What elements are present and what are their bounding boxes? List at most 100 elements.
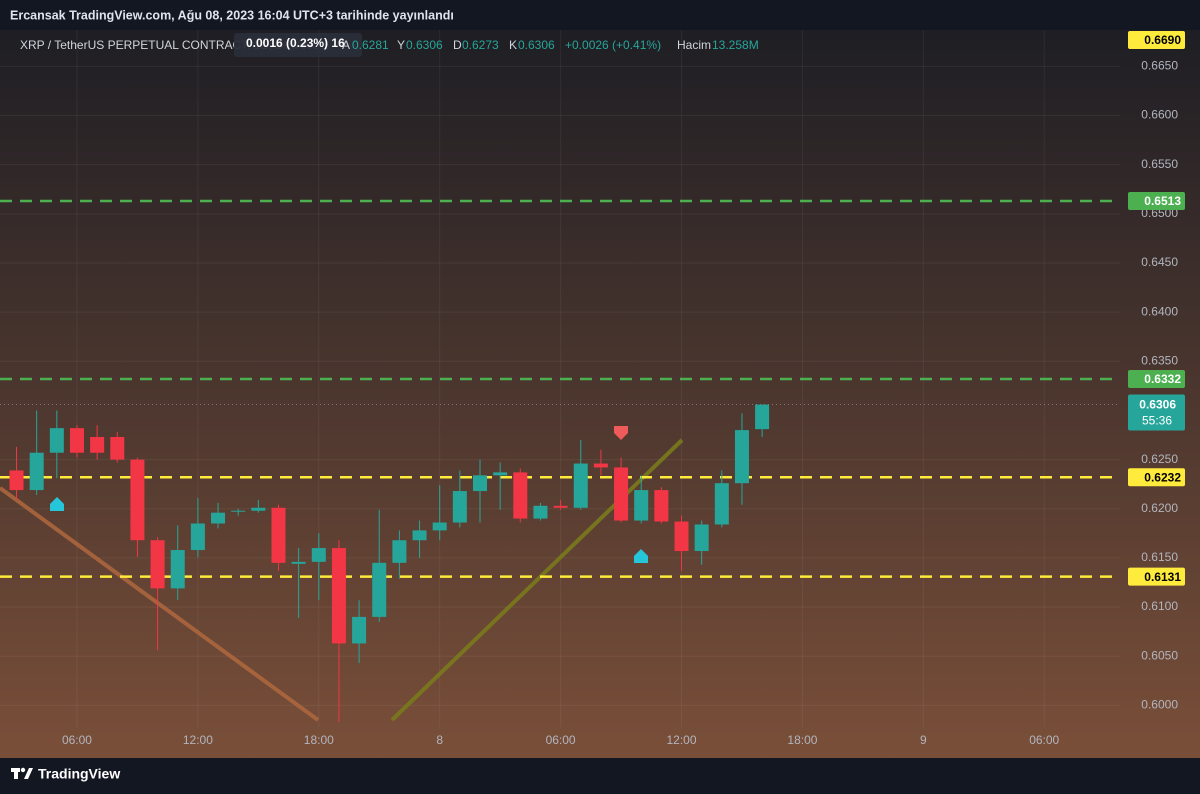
legend-low-label: D	[453, 38, 462, 52]
price-badge-label: 0.6332	[1144, 372, 1181, 386]
candle-body	[331, 548, 346, 644]
candle-body	[392, 540, 407, 563]
y-tick-label: 0.6000	[1141, 698, 1178, 712]
candle-body	[513, 472, 528, 519]
y-tick-label: 0.6600	[1141, 108, 1178, 122]
y-tick-label: 0.6100	[1141, 599, 1178, 613]
candle-body	[372, 562, 387, 617]
tooltip: 0.0016 (0.23%) 16	[246, 36, 345, 50]
y-tick-label: 0.6250	[1141, 452, 1178, 466]
candle-body	[714, 483, 729, 525]
candle-body	[90, 436, 105, 453]
candle-body	[654, 490, 669, 522]
candle-body	[593, 463, 608, 468]
candle-body	[553, 505, 568, 508]
candle-body	[614, 467, 629, 521]
header-title: Ercansak TradingView.com, Ağu 08, 2023 1…	[10, 8, 454, 22]
footer-logo: TradingView	[38, 766, 120, 782]
candle-body	[311, 548, 326, 562]
x-tick-label: 8	[436, 733, 443, 747]
plot-background	[0, 30, 1200, 758]
tooltip-box	[234, 33, 362, 57]
x-tick-label: 06:00	[1029, 733, 1059, 747]
y-tick-label: 0.6150	[1141, 550, 1178, 564]
signal-marker	[614, 426, 628, 440]
countdown: 55:36	[1142, 414, 1172, 428]
legend-high: 0.6306	[406, 38, 443, 52]
legend-volume: 13.258M	[712, 38, 759, 52]
candle-body	[674, 521, 689, 552]
x-tick-label: 9	[920, 733, 927, 747]
price-badge-label: 0.6131	[1144, 570, 1181, 584]
y-tick-label: 0.6550	[1141, 157, 1178, 171]
y-tick-label: 0.6450	[1141, 255, 1178, 269]
footer-bar	[0, 758, 1200, 794]
candle-body	[49, 428, 64, 453]
price-levels	[0, 199, 1120, 578]
x-tick-label: 06:00	[62, 733, 92, 747]
x-tick-label: 12:00	[183, 733, 213, 747]
price-badge	[1128, 394, 1185, 431]
price-badge-label: 0.6232	[1144, 470, 1181, 484]
candle-body	[271, 507, 286, 563]
candle-body	[150, 540, 165, 589]
candle-body	[69, 428, 84, 453]
candle-body	[190, 523, 205, 551]
legend-close: 0.6306	[518, 38, 555, 52]
y-tick-label: 0.6650	[1141, 59, 1178, 73]
signal-marker	[634, 549, 648, 563]
x-tick-label: 06:00	[546, 733, 576, 747]
candle-body	[734, 430, 749, 484]
candle-body	[533, 505, 548, 519]
legend-open: 0.6281	[352, 38, 389, 52]
candle-body	[452, 491, 467, 523]
x-tick-label: 12:00	[666, 733, 696, 747]
x-tick-label: 18:00	[787, 733, 817, 747]
legend-high-label: Y	[397, 38, 405, 52]
price-badge	[1128, 192, 1185, 211]
price-badge	[1128, 567, 1185, 586]
candle-body	[352, 616, 367, 644]
legend-open-label: A	[342, 38, 350, 52]
trend-line	[0, 486, 320, 722]
logo-icon	[11, 767, 33, 779]
candle-body	[110, 436, 125, 460]
price-badge-label: 0.6513	[1144, 194, 1181, 208]
candle-body	[634, 490, 649, 521]
legend-low: 0.6273	[462, 38, 499, 52]
legend-volume-label: Hacim	[677, 38, 711, 52]
axes: 0.6000 0.6050 0.6100 0.6150 0.6200 0.6250 0.63…	[62, 31, 1185, 747]
candle-body	[29, 452, 44, 491]
y-tick-label: 0.6050	[1141, 648, 1178, 662]
candle-body	[9, 470, 24, 491]
candle-body	[473, 475, 487, 492]
x-tick-label: 18:00	[304, 733, 334, 747]
header-bar	[0, 0, 1200, 30]
candle-body	[211, 512, 226, 524]
candle-body	[432, 522, 447, 531]
price-badge	[1128, 468, 1185, 487]
signal-marker	[50, 497, 64, 511]
price-badge	[1128, 369, 1185, 388]
price-badge	[1128, 31, 1185, 49]
candle-body	[573, 463, 588, 508]
candle-body	[412, 530, 427, 541]
candle-body	[694, 524, 709, 552]
candle-body	[755, 404, 770, 430]
candle-body	[493, 472, 508, 476]
price-badge-label: 0.6690	[1144, 33, 1181, 47]
legend-close-label: K	[509, 38, 517, 52]
trend-line	[390, 438, 684, 722]
last-price: 0.6306	[1139, 398, 1176, 412]
y-tick-label: 0.6350	[1141, 353, 1178, 367]
candles	[9, 404, 770, 723]
candle-body	[170, 550, 185, 589]
candle-body	[231, 510, 246, 512]
legend-change: +0.0026 (+0.41%)	[565, 38, 661, 52]
candle-body	[291, 561, 306, 564]
candle-body	[251, 507, 266, 511]
y-tick-label: 0.6400	[1141, 304, 1178, 318]
candle-body	[130, 459, 145, 541]
y-tick-label: 0.6200	[1141, 501, 1178, 515]
